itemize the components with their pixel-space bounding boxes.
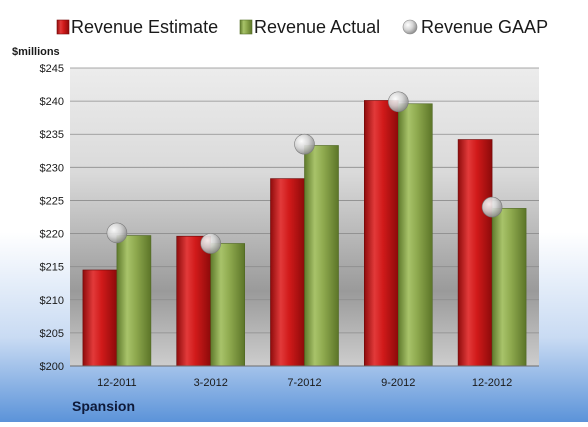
marker-revenue-gaap (481, 196, 503, 218)
y-tick-label: $235 (40, 129, 64, 141)
company-label: Spansion (72, 398, 135, 414)
bars-layer (82, 100, 527, 367)
x-tick-label: 7-2012 (287, 377, 321, 389)
marker-revenue-gaap (200, 233, 221, 254)
y-tick-label: $220 (40, 229, 64, 241)
marker-revenue-gaap (387, 91, 409, 113)
y-tick-label: $205 (40, 328, 64, 340)
x-tick-label: 3-2012 (194, 377, 228, 389)
y-unit-label: $millions (12, 46, 60, 58)
bar-revenue-estimate (82, 269, 118, 367)
legend-swatch-gaap (402, 19, 418, 35)
legend-label-gaap: Revenue GAAP (421, 17, 548, 37)
bar-revenue-estimate (270, 178, 305, 367)
x-tick-label: 9-2012 (381, 377, 415, 389)
legend-swatch-estimate (56, 19, 70, 35)
bar-revenue-actual (491, 208, 527, 367)
legend: Revenue Estimate Revenue Actual Revenue … (56, 17, 548, 37)
bar-revenue-estimate (176, 235, 211, 367)
x-tick-label: 12-2011 (97, 377, 137, 389)
legend-item-gaap: Revenue GAAP (402, 17, 548, 37)
marker-revenue-gaap (106, 222, 128, 244)
bar-revenue-actual (210, 243, 245, 367)
legend-label-estimate: Revenue Estimate (71, 17, 218, 37)
y-tick-label: $210 (40, 295, 64, 307)
marker-revenue-gaap (294, 133, 315, 155)
y-tick-label: $200 (40, 361, 64, 373)
bar-revenue-estimate (363, 100, 399, 367)
y-tick-label: $240 (40, 96, 64, 108)
bar-revenue-actual (397, 103, 433, 367)
y-tick-label: $215 (40, 262, 64, 274)
legend-item-estimate: Revenue Estimate (56, 17, 218, 37)
y-tick-label: $245 (40, 63, 64, 75)
bar-revenue-estimate (457, 139, 493, 367)
y-tick-label: $230 (40, 162, 64, 174)
legend-label-actual: Revenue Actual (254, 17, 380, 37)
axis-layer: $200 $205 $210 $215 $220 $225 $230 $235 $240 $245… (40, 63, 539, 389)
bar-revenue-actual (304, 145, 339, 367)
legend-swatch-actual (239, 19, 253, 35)
legend-item-actual: Revenue Actual (239, 17, 380, 37)
x-tick-label: 12-2012 (472, 377, 512, 389)
y-tick-label: $225 (40, 195, 64, 207)
markers-layer (106, 91, 503, 254)
bar-revenue-actual (116, 235, 152, 367)
